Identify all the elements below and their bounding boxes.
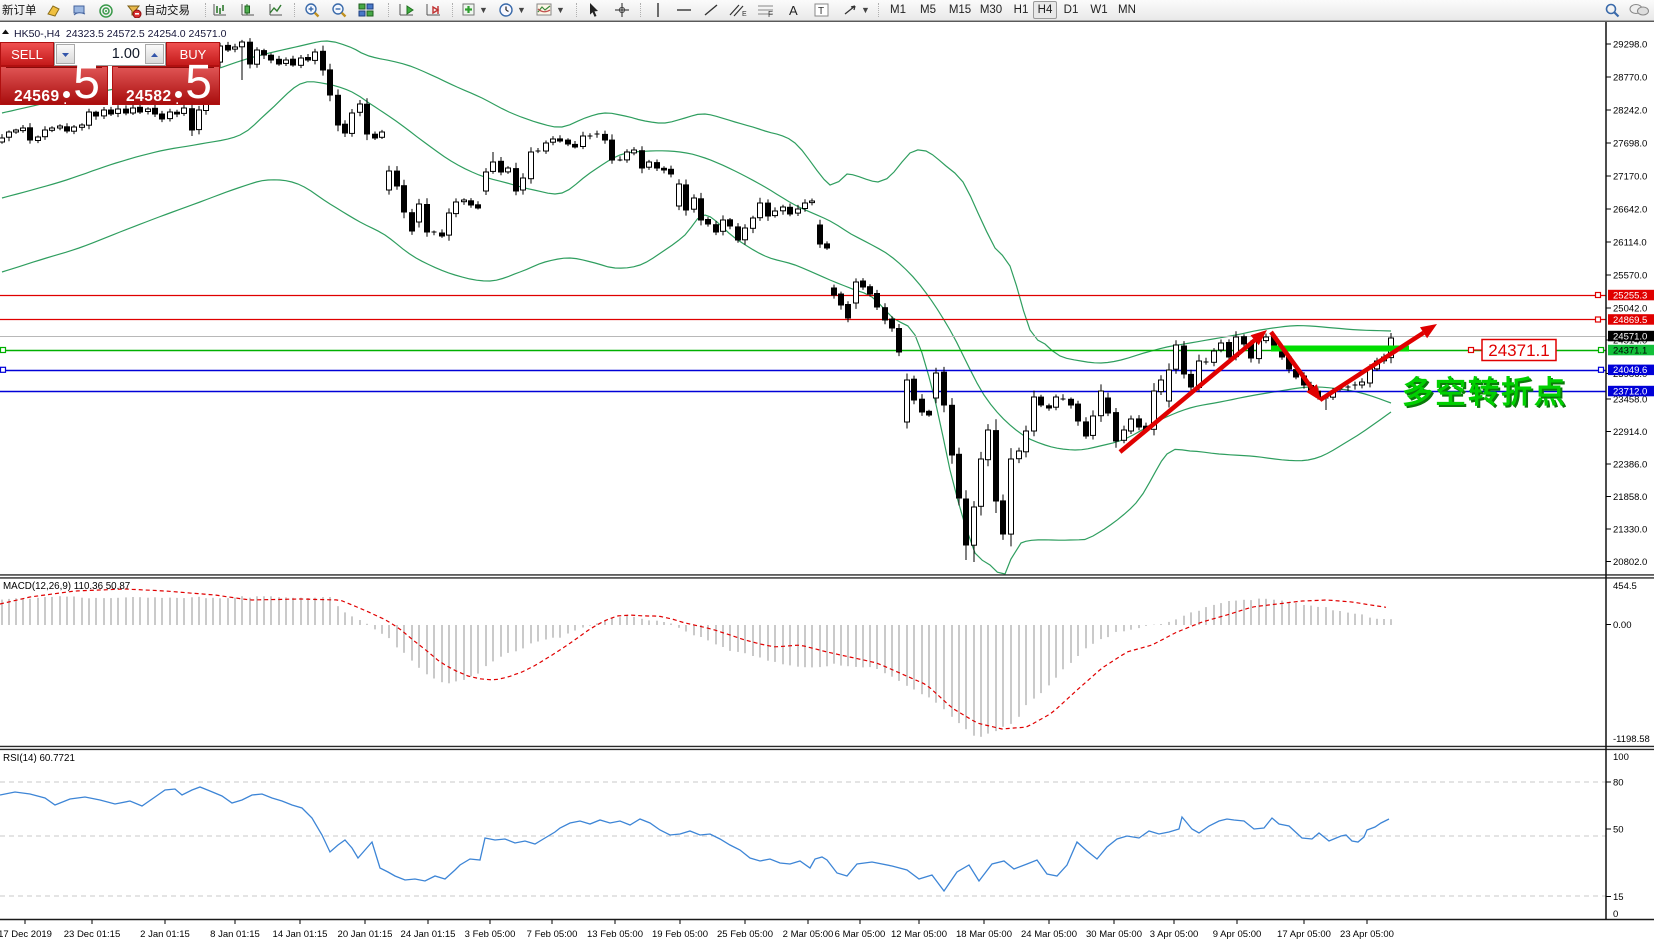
svg-text:28242.0: 28242.0 <box>1613 105 1647 116</box>
svg-text:多空转折点: 多空转折点 <box>1402 375 1567 410</box>
svg-text:28770.0: 28770.0 <box>1613 72 1647 83</box>
svg-text:19 Feb 05:00: 19 Feb 05:00 <box>652 929 708 940</box>
svg-text:22386.0: 22386.0 <box>1613 459 1647 470</box>
svg-text:多空转折点: 多空转折点 <box>1404 377 1569 412</box>
svg-text:-1198.58: -1198.58 <box>1613 734 1650 745</box>
svg-text:21330.0: 21330.0 <box>1613 524 1647 535</box>
svg-text:24 Mar 05:00: 24 Mar 05:00 <box>1021 929 1077 940</box>
svg-text:80: 80 <box>1613 777 1624 788</box>
svg-text:26642.0: 26642.0 <box>1613 204 1647 215</box>
svg-text:MACD(12,26,9) 110.36 50.87: MACD(12,26,9) 110.36 50.87 <box>3 581 130 592</box>
svg-text:25255.3: 25255.3 <box>1613 290 1647 301</box>
svg-text:RSI(14) 60.7721: RSI(14) 60.7721 <box>3 753 75 764</box>
svg-text:27698.0: 27698.0 <box>1613 138 1647 149</box>
svg-text:15: 15 <box>1613 892 1624 903</box>
svg-text:17 Dec 2019: 17 Dec 2019 <box>0 929 52 940</box>
svg-text:3 Feb 05:00: 3 Feb 05:00 <box>465 929 516 940</box>
svg-text:12 Mar 05:00: 12 Mar 05:00 <box>891 929 947 940</box>
svg-text:23 Apr 05:00: 23 Apr 05:00 <box>1340 929 1394 940</box>
svg-text:T: T <box>818 6 824 17</box>
svg-text:23 Dec 01:15: 23 Dec 01:15 <box>64 929 121 940</box>
svg-text:24 Jan 01:15: 24 Jan 01:15 <box>401 929 456 940</box>
svg-text:HK50-,H4 24323.5 24572.5 2425: HK50-,H4 24323.5 24572.5 24254.0 24571.0 <box>14 28 227 40</box>
svg-text:13 Feb 05:00: 13 Feb 05:00 <box>587 929 643 940</box>
svg-text:23712.0: 23712.0 <box>1613 386 1647 397</box>
svg-text:F: F <box>768 10 773 18</box>
svg-text:25 Feb 05:00: 25 Feb 05:00 <box>717 929 773 940</box>
svg-text:25570.0: 25570.0 <box>1613 270 1647 281</box>
svg-text:8 Jan 01:15: 8 Jan 01:15 <box>210 929 260 940</box>
svg-text:20802.0: 20802.0 <box>1613 557 1647 568</box>
svg-text:25042.0: 25042.0 <box>1613 303 1647 314</box>
svg-text:454.5: 454.5 <box>1613 581 1637 592</box>
svg-text:29298.0: 29298.0 <box>1613 39 1647 50</box>
svg-text:100: 100 <box>1613 752 1629 763</box>
svg-text:23458.0: 23458.0 <box>1613 394 1647 405</box>
svg-text:9 Apr 05:00: 9 Apr 05:00 <box>1213 929 1262 940</box>
svg-text:27170.0: 27170.0 <box>1613 171 1647 182</box>
svg-text:7 Feb 05:00: 7 Feb 05:00 <box>527 929 578 940</box>
svg-text:14 Jan 01:15: 14 Jan 01:15 <box>273 929 328 940</box>
svg-text:24869.5: 24869.5 <box>1613 315 1647 326</box>
svg-text:6 Mar 05:00: 6 Mar 05:00 <box>835 929 886 940</box>
svg-text:24571.0: 24571.0 <box>1613 331 1647 342</box>
svg-text:30 Mar 05:00: 30 Mar 05:00 <box>1086 929 1142 940</box>
svg-text:24371.1: 24371.1 <box>1488 341 1549 360</box>
svg-text:50: 50 <box>1613 824 1624 835</box>
svg-text:0: 0 <box>1613 909 1618 920</box>
svg-text:2 Jan 01:15: 2 Jan 01:15 <box>140 929 190 940</box>
svg-text:24371.1: 24371.1 <box>1613 345 1647 356</box>
svg-text:17 Apr 05:00: 17 Apr 05:00 <box>1277 929 1331 940</box>
svg-text:3 Apr 05:00: 3 Apr 05:00 <box>1150 929 1199 940</box>
svg-text:2 Mar 05:00: 2 Mar 05:00 <box>783 929 834 940</box>
svg-text:20 Jan 01:15: 20 Jan 01:15 <box>338 929 393 940</box>
svg-text:21858.0: 21858.0 <box>1613 492 1647 503</box>
svg-text:22914.0: 22914.0 <box>1613 427 1647 438</box>
svg-text:0.00: 0.00 <box>1613 620 1632 631</box>
svg-text:26114.0: 26114.0 <box>1613 237 1647 248</box>
svg-text:E: E <box>742 11 747 18</box>
svg-text:18 Mar 05:00: 18 Mar 05:00 <box>956 929 1012 940</box>
svg-text:24049.6: 24049.6 <box>1613 365 1647 376</box>
